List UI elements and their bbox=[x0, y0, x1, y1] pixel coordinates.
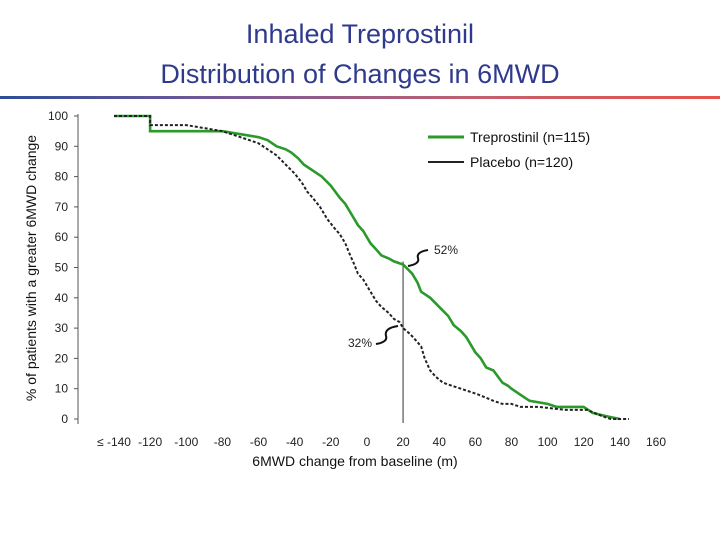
legend-label-placebo: Placebo (n=120) bbox=[470, 154, 573, 170]
y-tick-label: 80 bbox=[55, 170, 69, 184]
x-tick-label: -80 bbox=[214, 435, 232, 449]
x-tick-label: 80 bbox=[505, 435, 519, 449]
y-tick-label: 70 bbox=[55, 200, 69, 214]
y-tick-label: 10 bbox=[55, 382, 69, 396]
annotation-52-percent: 52% bbox=[434, 243, 458, 257]
y-axis-label: % of patients with a greater 6MWD change bbox=[23, 135, 39, 401]
x-tick-label: 0 bbox=[364, 435, 371, 449]
x-tick-label: 160 bbox=[646, 435, 666, 449]
x-tick-label: -20 bbox=[322, 435, 340, 449]
series-group bbox=[114, 114, 629, 421]
x-axis-label: 6MWD change from baseline (m) bbox=[252, 453, 457, 469]
legend-label-treprostinil: Treprostinil (n=115) bbox=[470, 129, 590, 145]
y-tick-label: 100 bbox=[48, 109, 68, 123]
x-tick-label: 20 bbox=[396, 435, 410, 449]
annotation-arrow-32 bbox=[375, 325, 399, 345]
x-tick-label: 140 bbox=[610, 435, 630, 449]
x-tick-group: ≤ -140 -120 -100 -80 -60 -40 -20 0 20 40 60 80 100 12… bbox=[97, 435, 666, 449]
x-tick-label: 100 bbox=[538, 435, 558, 449]
y-tick-label: 90 bbox=[55, 139, 69, 153]
y-tick-label: 50 bbox=[55, 261, 69, 275]
y-tick-label: 60 bbox=[55, 230, 69, 244]
y-tick-label: 20 bbox=[55, 351, 69, 365]
title-divider bbox=[0, 96, 720, 99]
annotation-32-percent: 32% bbox=[348, 336, 372, 350]
y-tick-label: 40 bbox=[55, 291, 69, 305]
x-tick-label: 60 bbox=[469, 435, 483, 449]
x-tick-label: -120 bbox=[138, 435, 162, 449]
chart-title-line2: Distribution of Changes in 6MWD bbox=[160, 59, 560, 89]
x-tick-label: 40 bbox=[433, 435, 447, 449]
chart-title-line1: Inhaled Treprostinil bbox=[245, 19, 475, 49]
x-tick-label: ≤ -140 bbox=[97, 435, 131, 449]
x-tick-label: -100 bbox=[174, 435, 198, 449]
x-tick-label: -40 bbox=[286, 435, 304, 449]
y-tick-label: 30 bbox=[55, 321, 69, 335]
x-tick-label: 120 bbox=[574, 435, 594, 449]
x-tick-label: -60 bbox=[250, 435, 268, 449]
series-line-treprostinil bbox=[114, 114, 621, 421]
y-tick-label: 0 bbox=[61, 412, 68, 426]
y-tick-group: 0 10 20 30 40 50 60 70 80 90 100 bbox=[48, 109, 78, 426]
series-line-placebo bbox=[114, 115, 629, 420]
annotation-arrow-52 bbox=[407, 249, 429, 267]
